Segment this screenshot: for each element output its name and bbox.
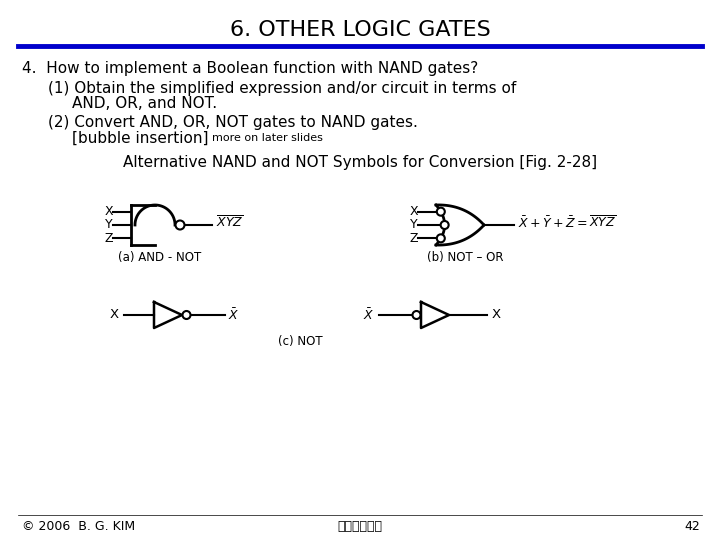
Text: Y: Y — [105, 219, 113, 232]
Text: 6. OTHER LOGIC GATES: 6. OTHER LOGIC GATES — [230, 20, 490, 40]
Circle shape — [182, 311, 191, 319]
Text: (a) AND - NOT: (a) AND - NOT — [118, 251, 202, 264]
Text: (b) NOT – OR: (b) NOT – OR — [427, 251, 503, 264]
Text: AND, OR, and NOT.: AND, OR, and NOT. — [72, 97, 217, 111]
Text: X: X — [492, 308, 501, 321]
Text: Alternative NAND and NOT Symbols for Conversion [Fig. 2-28]: Alternative NAND and NOT Symbols for Con… — [123, 154, 597, 170]
Text: $\bar{X}+\bar{Y}+\bar{Z}=\overline{XYZ}$: $\bar{X}+\bar{Y}+\bar{Z}=\overline{XYZ}$ — [518, 215, 616, 231]
Text: (1) Obtain the simplified expression and/or circuit in terms of: (1) Obtain the simplified expression and… — [48, 80, 516, 96]
Circle shape — [441, 221, 449, 229]
Text: Y: Y — [410, 219, 418, 232]
Text: 4.  How to implement a Boolean function with NAND gates?: 4. How to implement a Boolean function w… — [22, 60, 478, 76]
Text: $\bar{X}$: $\bar{X}$ — [228, 307, 240, 323]
Text: © 2006  B. G. KIM: © 2006 B. G. KIM — [22, 521, 135, 534]
Text: (c) NOT: (c) NOT — [278, 335, 323, 348]
Text: Z: Z — [104, 232, 113, 245]
Circle shape — [437, 234, 445, 242]
Text: X: X — [104, 205, 113, 218]
Text: X: X — [110, 308, 119, 321]
Circle shape — [176, 220, 184, 230]
Text: $\overline{XYZ}$: $\overline{XYZ}$ — [216, 215, 243, 231]
Text: [bubble insertion]: [bubble insertion] — [72, 131, 209, 145]
Text: $\bar{X}$: $\bar{X}$ — [363, 307, 374, 323]
Circle shape — [437, 208, 445, 215]
Text: more on later slides: more on later slides — [205, 133, 323, 143]
Circle shape — [413, 311, 420, 319]
Text: 42: 42 — [684, 521, 700, 534]
Text: (2) Convert AND, OR, NOT gates to NAND gates.: (2) Convert AND, OR, NOT gates to NAND g… — [48, 114, 418, 130]
Text: Z: Z — [410, 232, 418, 245]
Text: X: X — [410, 205, 418, 218]
Text: 디지털시스템: 디지털시스템 — [338, 521, 382, 534]
